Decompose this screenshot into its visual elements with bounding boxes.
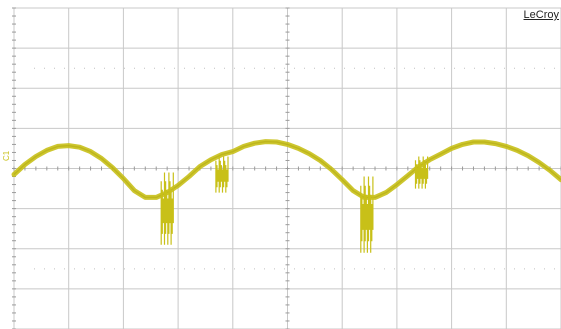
- brand-logo-text: LeCroy: [522, 9, 560, 21]
- channel-label: C1: [2, 150, 11, 161]
- channel-marker: C1: [2, 150, 11, 161]
- glitch-burst: [160, 172, 174, 245]
- waveform-trace-core: [13, 140, 561, 199]
- glitch-burst: [215, 156, 229, 193]
- glitch-burst: [414, 156, 429, 189]
- glitch-burst: [360, 176, 374, 253]
